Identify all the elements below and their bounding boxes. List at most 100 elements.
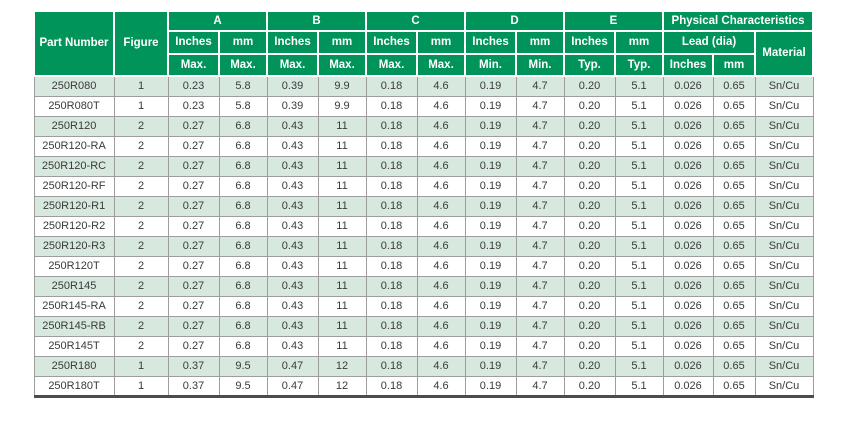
cell-figure: 2 [113,275,169,297]
cell-c-inches: 0.18 [365,255,418,277]
cell-lead-mm: 0.65 [712,235,756,257]
cell-lead-mm: 0.65 [712,115,756,137]
cell-b-inches: 0.47 [266,375,319,397]
unit-header-c-inches: Inches [365,30,418,55]
cell-c-inches: 0.18 [365,215,418,237]
cell-d-inches: 0.19 [464,155,517,177]
part-specification-table: Part Number Figure A B C D E Physical Ch… [33,10,815,398]
table-row: 250R120-RC 2 0.27 6.8 0.43 11 0.18 4.6 0.19 4.7 0.… [33,155,814,177]
cell-e-mm: 5.1 [614,115,664,137]
cell-lead-mm: 0.65 [712,155,756,177]
cell-material: Sn/Cu [754,155,814,177]
col-header-material: Material [754,30,815,77]
cell-b-inches: 0.43 [266,235,319,257]
cell-figure: 2 [113,215,169,237]
cell-lead-inches: 0.026 [662,255,714,277]
cell-e-inches: 0.20 [563,315,616,337]
cell-lead-inches: 0.026 [662,215,714,237]
table-body: 250R080 1 0.23 5.8 0.39 9.9 0.18 4.6 0.19 4.7 0.20… [33,75,814,397]
cell-b-mm: 11 [317,295,367,317]
cell-part-number: 250R120T [33,255,115,277]
table-row: 250R145 2 0.27 6.8 0.43 11 0.18 4.6 0.19 4.7 0.20 5… [33,275,814,297]
table-row: 250R180T 1 0.37 9.5 0.47 12 0.18 4.6 0.19 4.7 0.20… [33,375,814,397]
cell-b-inches: 0.43 [266,295,319,317]
cell-lead-mm: 0.65 [712,95,756,117]
sub-header-e-mm-typ: Typ. [613,53,665,77]
cell-a-mm: 6.8 [218,235,268,257]
cell-lead-inches: 0.026 [662,115,714,137]
cell-d-inches: 0.19 [464,175,517,197]
cell-material: Sn/Cu [754,115,814,137]
cell-c-mm: 4.6 [416,335,466,357]
unit-header-a-mm: mm [218,30,268,55]
cell-d-mm: 4.7 [515,235,565,257]
cell-c-mm: 4.6 [416,135,466,157]
sub-header-c-mm-max: Max. [416,53,466,77]
unit-header-d-inches: Inches [464,30,517,55]
cell-d-inches: 0.19 [464,355,517,377]
cell-c-mm: 4.6 [416,115,466,137]
cell-figure: 2 [113,175,169,197]
cell-c-mm: 4.6 [416,75,466,97]
cell-d-mm: 4.7 [515,115,565,137]
cell-d-mm: 4.7 [515,195,565,217]
table-row: 250R120-R2 2 0.27 6.8 0.43 11 0.18 4.6 0.19 4.7 0.… [33,215,814,237]
cell-e-mm: 5.1 [614,235,664,257]
cell-lead-mm: 0.65 [712,355,756,377]
cell-d-inches: 0.19 [464,315,517,337]
cell-c-inches: 0.18 [365,235,418,257]
table-row: 250R120-R1 2 0.27 6.8 0.43 11 0.18 4.6 0.19 4.7 0.… [33,195,814,217]
cell-e-mm: 5.1 [614,135,664,157]
cell-e-mm: 5.1 [614,195,664,217]
cell-e-mm: 5.1 [614,255,664,277]
cell-d-mm: 4.7 [515,155,565,177]
cell-e-inches: 0.20 [563,135,616,157]
cell-a-inches: 0.27 [167,155,220,177]
cell-a-mm: 6.8 [218,135,268,157]
sub-header-lead-inches: Inches [662,53,715,77]
group-header-physical-characteristics: Physical Characteristics [662,10,815,32]
cell-e-mm: 5.1 [614,75,664,97]
cell-a-inches: 0.23 [167,75,220,97]
cell-lead-inches: 0.026 [662,355,714,377]
cell-b-mm: 9.9 [317,75,367,97]
cell-b-mm: 11 [317,115,367,137]
cell-c-inches: 0.18 [365,135,418,157]
cell-a-inches: 0.27 [167,115,220,137]
group-header-b: B [266,10,367,32]
table-row: 250R120-RF 2 0.27 6.8 0.43 11 0.18 4.6 0.19 4.7 0.… [33,175,814,197]
cell-material: Sn/Cu [754,315,814,337]
table-row: 250R080 1 0.23 5.8 0.39 9.9 0.18 4.6 0.19 4.7 0.20… [33,75,814,97]
cell-b-mm: 12 [317,355,367,377]
cell-lead-mm: 0.65 [712,295,756,317]
cell-e-mm: 5.1 [614,375,664,397]
group-header-a: A [167,10,268,32]
table-row: 250R120 2 0.27 6.8 0.43 11 0.18 4.6 0.19 4.7 0.20 5… [33,115,814,137]
cell-figure: 2 [113,235,169,257]
cell-b-inches: 0.47 [266,355,319,377]
cell-part-number: 250R120-R3 [33,235,115,257]
unit-header-d-mm: mm [515,30,565,55]
cell-b-inches: 0.39 [266,95,319,117]
cell-c-mm: 4.6 [416,235,466,257]
cell-d-mm: 4.7 [515,255,565,277]
cell-c-mm: 4.6 [416,155,466,177]
unit-header-c-mm: mm [416,30,466,55]
cell-d-inches: 0.19 [464,295,517,317]
cell-a-inches: 0.27 [167,295,220,317]
cell-d-inches: 0.19 [464,255,517,277]
table-row: 250R120T 2 0.27 6.8 0.43 11 0.18 4.6 0.19 4.7 0.20… [33,255,814,277]
cell-lead-mm: 0.65 [712,275,756,297]
cell-a-mm: 6.8 [218,275,268,297]
cell-d-inches: 0.19 [464,215,517,237]
cell-material: Sn/Cu [754,175,814,197]
cell-figure: 1 [113,355,169,377]
cell-d-mm: 4.7 [515,335,565,357]
cell-part-number: 250R120-RF [33,175,115,197]
cell-b-mm: 11 [317,155,367,177]
cell-c-inches: 0.18 [365,295,418,317]
cell-figure: 2 [113,315,169,337]
cell-d-mm: 4.7 [515,135,565,157]
cell-part-number: 250R080T [33,95,115,117]
